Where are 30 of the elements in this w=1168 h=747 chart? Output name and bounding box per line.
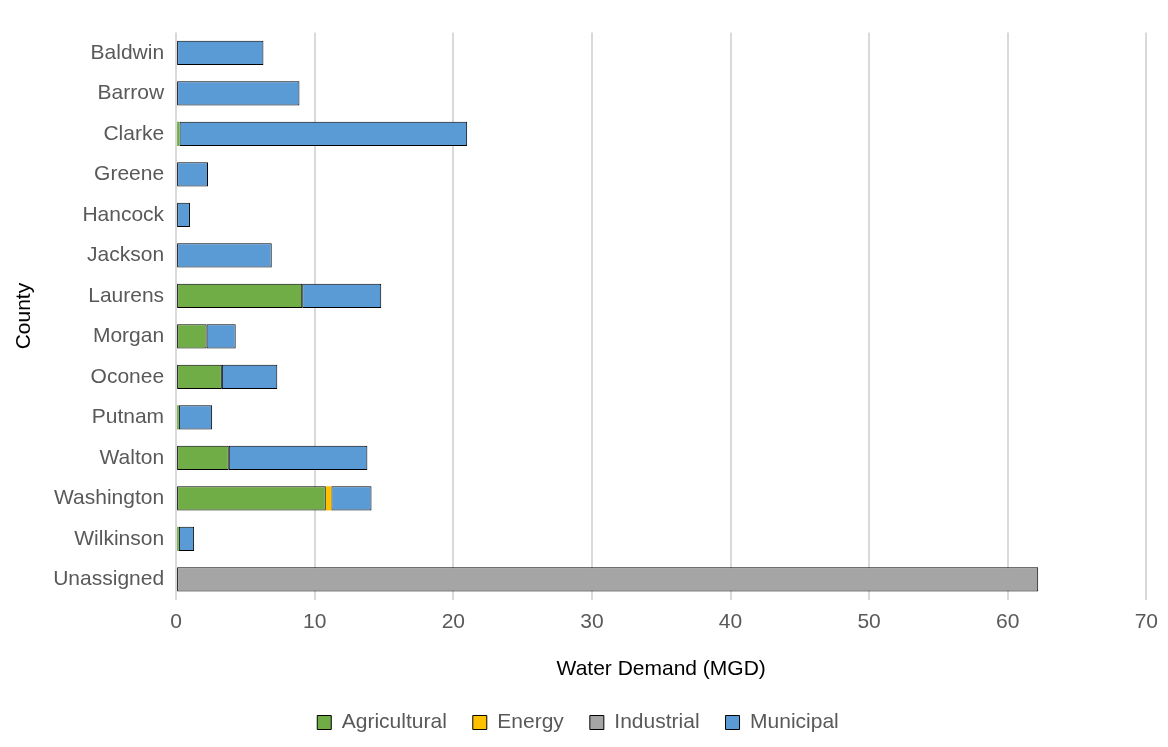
y-tick-label: Morgan bbox=[92, 323, 165, 347]
y-tick-label: Wilkinson bbox=[74, 525, 165, 549]
x-tick-label: 70 bbox=[1134, 609, 1158, 632]
y-tick-label: Clarke bbox=[103, 120, 165, 144]
legend-label: Municipal bbox=[750, 709, 839, 733]
x-tick-label: 50 bbox=[857, 609, 881, 632]
legend-label: Agricultural bbox=[341, 709, 447, 733]
legend-label: Energy bbox=[497, 709, 565, 733]
x-tick-label: 20 bbox=[441, 609, 465, 632]
x-tick-label: 40 bbox=[718, 609, 743, 632]
bar bbox=[325, 486, 332, 511]
y-tick-label: Barrow bbox=[97, 80, 165, 104]
legend-label: Industrial bbox=[614, 709, 700, 733]
x-tick-label: 60 bbox=[996, 609, 1020, 632]
bar bbox=[177, 121, 180, 146]
y-tick-label: Jackson bbox=[87, 242, 165, 266]
y-tick-label: Unassigned bbox=[53, 566, 165, 590]
x-axis-title: Water Demand (MGD) bbox=[556, 656, 766, 680]
x-tick-label: 10 bbox=[303, 609, 327, 632]
y-tick-label: Washington bbox=[53, 485, 165, 509]
x-tick-label: 30 bbox=[580, 609, 604, 632]
y-tick-label: Walton bbox=[99, 444, 165, 468]
y-tick-label: Hancock bbox=[82, 201, 165, 225]
y-tick-label: Baldwin bbox=[90, 39, 165, 63]
y-axis-title: County bbox=[11, 282, 35, 350]
y-tick-label: Laurens bbox=[88, 282, 165, 306]
y-tick-label: Greene bbox=[94, 161, 165, 185]
y-tick-label: Putnam bbox=[91, 404, 165, 428]
y-tick-label: Oconee bbox=[90, 363, 165, 387]
x-tick-label: 0 bbox=[170, 609, 182, 632]
